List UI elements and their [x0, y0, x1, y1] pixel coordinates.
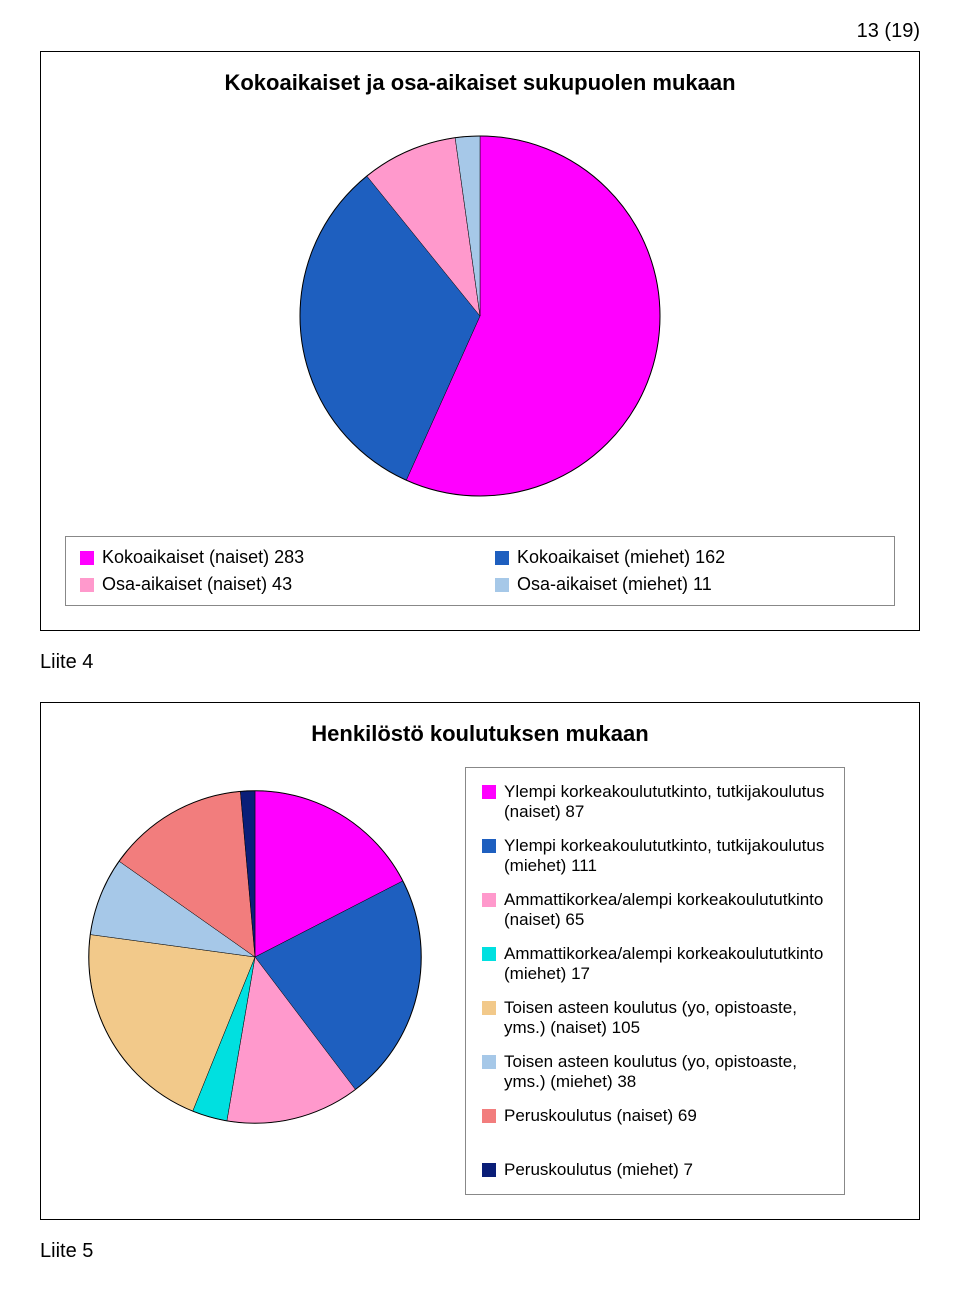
legend-swatch [482, 1109, 496, 1123]
legend-label: Ylempi korkeakoulututkinto, tutkijakoulu… [504, 836, 828, 876]
liite4-label: Liite 4 [40, 651, 920, 674]
legend-label: Kokoaikaiset (miehet) 162 [517, 547, 725, 568]
page-number: 13 (19) [40, 20, 920, 43]
chart1-frame: Kokoaikaiset ja osa-aikaiset sukupuolen … [40, 51, 920, 631]
legend-item: Ammattikorkea/alempi korkeakoulututkinto… [482, 890, 828, 930]
chart1-pie-wrap [65, 116, 895, 516]
legend-item: Osa-aikaiset (naiset) 43 [80, 574, 465, 595]
liite5-label: Liite 5 [40, 1240, 920, 1263]
legend-item: Toisen asteen koulutus (yo, opistoaste, … [482, 1052, 828, 1092]
legend-item: Ylempi korkeakoulututkinto, tutkijakoulu… [482, 836, 828, 876]
legend-item: Kokoaikaiset (naiset) 283 [80, 547, 465, 568]
legend-item: Osa-aikaiset (miehet) 11 [495, 574, 880, 595]
legend-swatch [80, 578, 94, 592]
legend-swatch [482, 1163, 496, 1177]
legend-label: Ammattikorkea/alempi korkeakoulututkinto… [504, 944, 828, 984]
chart1-pie [280, 116, 680, 516]
legend-swatch [80, 551, 94, 565]
chart2-title: Henkilöstö koulutuksen mukaan [65, 721, 895, 747]
legend-swatch [495, 551, 509, 565]
legend-swatch [482, 1001, 496, 1015]
legend-label: Ammattikorkea/alempi korkeakoulututkinto… [504, 890, 828, 930]
chart1-legend: Kokoaikaiset (naiset) 283 Kokoaikaiset (m… [65, 536, 895, 606]
legend-label: Toisen asteen koulutus (yo, opistoaste, … [504, 1052, 828, 1092]
legend-label: Kokoaikaiset (naiset) 283 [102, 547, 304, 568]
legend-item: Kokoaikaiset (miehet) 162 [495, 547, 880, 568]
legend-label: Toisen asteen koulutus (yo, opistoaste, … [504, 998, 828, 1038]
legend-swatch [482, 785, 496, 799]
chart2-pie-wrap [65, 767, 445, 1147]
chart2-legend: Ylempi korkeakoulututkinto, tutkijakoulu… [465, 767, 845, 1195]
legend-label: Ylempi korkeakoulututkinto, tutkijakoulu… [504, 782, 828, 822]
legend-item: Peruskoulutus (miehet) 7 [482, 1160, 828, 1180]
chart1-title: Kokoaikaiset ja osa-aikaiset sukupuolen … [65, 70, 895, 96]
legend-label: Osa-aikaiset (miehet) 11 [517, 574, 712, 595]
legend-item: Ammattikorkea/alempi korkeakoulututkinto… [482, 944, 828, 984]
legend-item: Ylempi korkeakoulututkinto, tutkijakoulu… [482, 782, 828, 822]
legend-item: Peruskoulutus (naiset) 69 [482, 1106, 828, 1126]
legend-swatch [482, 893, 496, 907]
legend-label: Peruskoulutus (miehet) 7 [504, 1160, 693, 1180]
chart2-pie [65, 767, 445, 1147]
legend-label: Peruskoulutus (naiset) 69 [504, 1106, 697, 1126]
chart2-frame: Henkilöstö koulutuksen mukaan Ylempi kor… [40, 702, 920, 1220]
legend-swatch [495, 578, 509, 592]
legend-swatch [482, 1055, 496, 1069]
legend-swatch [482, 947, 496, 961]
legend-item: Toisen asteen koulutus (yo, opistoaste, … [482, 998, 828, 1038]
legend-swatch [482, 839, 496, 853]
legend-label: Osa-aikaiset (naiset) 43 [102, 574, 292, 595]
